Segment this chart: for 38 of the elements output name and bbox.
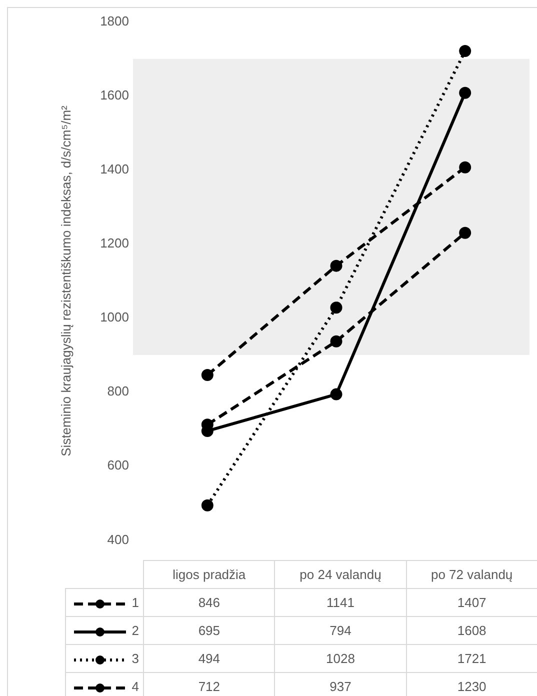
x-tick-label: po 72 valandų: [406, 560, 537, 588]
data-label: 494: [144, 644, 275, 672]
data-label: 712: [144, 672, 275, 696]
data-label: 1028: [274, 644, 406, 672]
legend-label: 3: [132, 651, 139, 666]
point: [201, 499, 214, 512]
y-tick-label: 1600: [100, 87, 129, 102]
y-tick-label: 1200: [100, 236, 129, 251]
point: [330, 335, 342, 348]
x-tick-label: ligos pradžia: [144, 560, 275, 588]
y-tick-label: 1000: [100, 310, 129, 325]
point: [459, 226, 472, 239]
y-tick-label: 400: [107, 532, 129, 547]
legend-label: 4: [132, 679, 139, 694]
point: [459, 86, 472, 99]
data-label: 1608: [406, 616, 537, 644]
point: [459, 161, 472, 174]
data-label: 794: [274, 616, 406, 644]
point: [330, 302, 342, 314]
data-label: 1141: [274, 588, 406, 616]
data-label: 1407: [406, 588, 537, 616]
data-label: 1230: [406, 672, 537, 696]
x-tick-label: po 24 valandų: [274, 560, 406, 588]
y-tick-label: 1800: [100, 13, 129, 28]
data-label: 695: [144, 616, 275, 644]
data-label: 937: [274, 672, 406, 696]
y-tick-label: 1400: [100, 161, 129, 176]
data-label: 846: [144, 588, 275, 616]
point: [201, 369, 214, 382]
legend-label: 2: [132, 623, 139, 638]
point: [459, 45, 472, 58]
data-label: 1721: [406, 644, 537, 672]
point: [330, 388, 342, 400]
legend-label: 1: [132, 595, 139, 610]
point: [330, 260, 342, 272]
y-tick-label: 600: [107, 458, 129, 473]
y-tick-label: 800: [107, 384, 129, 399]
y-axis-title: Sisteminio kraujagyslių rezistentiškumo indeksas, d/s/cm⁵/m²: [58, 104, 74, 456]
